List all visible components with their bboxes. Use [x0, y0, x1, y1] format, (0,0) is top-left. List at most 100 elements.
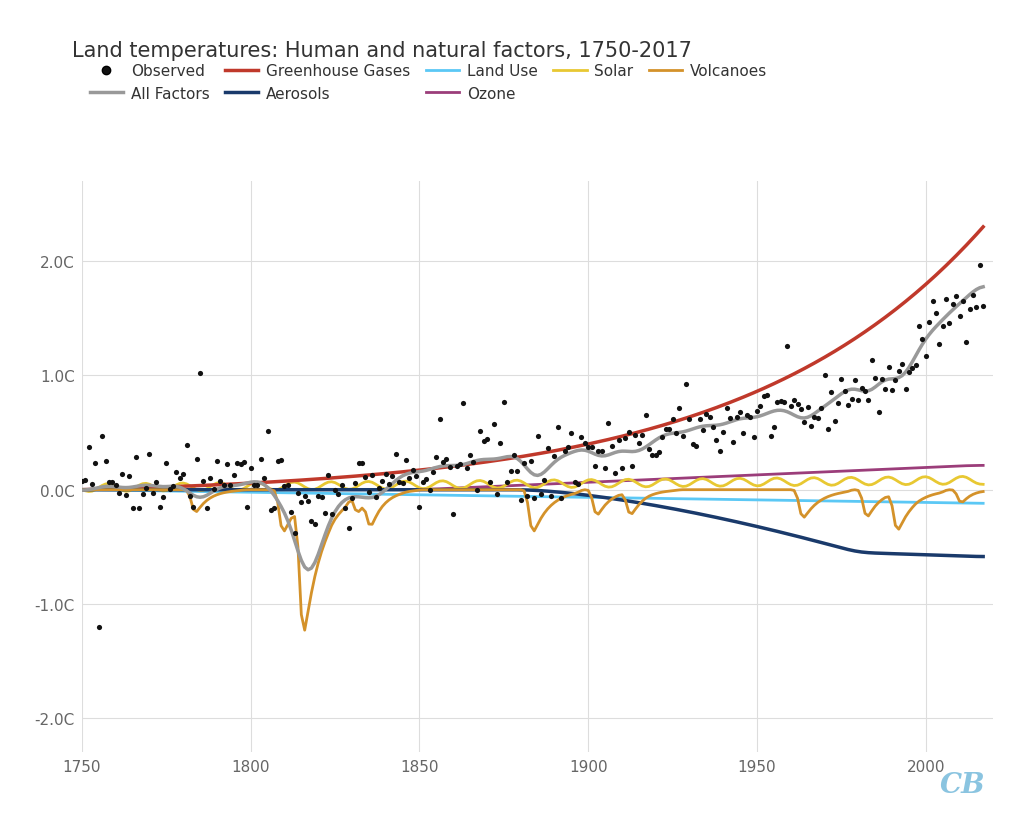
Point [715, 426, 731, 439]
Point [790, 398, 806, 411]
Point [753, 400, 769, 414]
Point [472, 425, 488, 438]
Point [894, 357, 910, 370]
Point [229, 457, 246, 470]
Point [313, 490, 330, 504]
Point [965, 289, 981, 303]
Point [441, 461, 458, 475]
Point [115, 468, 131, 481]
Text: Land temperatures: Human and natural factors, 1750-2017: Land temperatures: Human and natural fac… [72, 41, 691, 61]
Point [665, 413, 681, 426]
Point [543, 490, 559, 504]
Point [553, 491, 569, 504]
Point [276, 480, 293, 493]
Point [738, 409, 755, 423]
Point [613, 461, 630, 475]
Point [631, 437, 647, 451]
Point [705, 421, 721, 434]
Point [962, 303, 978, 316]
Point [118, 489, 134, 502]
Point [449, 460, 465, 473]
Point [81, 441, 97, 454]
Point [691, 413, 708, 426]
Point [918, 351, 934, 364]
Point [766, 421, 782, 434]
Point [928, 307, 944, 320]
Point [597, 461, 613, 475]
Point [532, 488, 549, 501]
Point [941, 317, 957, 330]
Point [624, 460, 640, 473]
Point [438, 453, 455, 466]
Point [506, 448, 522, 461]
Point [425, 466, 441, 480]
Point [124, 502, 140, 515]
Point [408, 470, 424, 483]
Point [350, 457, 367, 471]
Point [401, 472, 418, 485]
Point [206, 482, 222, 495]
Point [485, 418, 502, 431]
Point [644, 449, 660, 462]
Point [803, 420, 819, 433]
Point [951, 310, 968, 323]
Point [762, 429, 778, 442]
Point [594, 445, 610, 458]
Point [634, 429, 650, 442]
Point [465, 457, 481, 470]
Point [688, 440, 705, 453]
Point [84, 478, 100, 491]
Point [212, 475, 228, 488]
Point [776, 396, 793, 409]
Point [938, 293, 954, 306]
Point [240, 501, 256, 514]
Point [503, 465, 519, 478]
Point [756, 390, 772, 404]
Point [188, 453, 205, 466]
Point [540, 442, 556, 456]
Point [256, 472, 272, 485]
Point [108, 478, 124, 491]
Point [303, 515, 319, 528]
Point [570, 477, 587, 490]
Point [168, 466, 184, 479]
Point [728, 410, 744, 423]
Point [745, 431, 762, 444]
Point [493, 437, 509, 451]
Point [944, 298, 961, 311]
Point [712, 445, 728, 458]
Point [651, 446, 668, 459]
Point [709, 433, 725, 447]
Point [404, 464, 421, 477]
Point [577, 437, 593, 450]
Point [657, 423, 674, 436]
Point [573, 431, 590, 444]
Point [796, 416, 812, 429]
Point [306, 518, 323, 531]
Point [600, 417, 616, 430]
Point [152, 501, 168, 514]
Point [873, 373, 890, 386]
Point [104, 476, 121, 489]
Point [384, 470, 400, 483]
Point [637, 409, 653, 422]
Point [97, 455, 114, 468]
Point [496, 396, 512, 409]
Point [628, 428, 644, 442]
Point [901, 366, 918, 380]
Point [590, 445, 606, 458]
Point [185, 500, 202, 514]
Point [722, 412, 738, 425]
Legend: Observed, All Factors, Greenhouse Gases, Aerosols, Land Use, Ozone, Solar, Volca: Observed, All Factors, Greenhouse Gases,… [89, 64, 767, 102]
Point [134, 488, 151, 501]
Point [162, 483, 178, 496]
Point [232, 457, 249, 471]
Point [357, 471, 374, 484]
Point [556, 445, 572, 458]
Point [428, 451, 444, 464]
Point [337, 502, 353, 515]
Point [867, 372, 884, 385]
Point [829, 397, 846, 410]
Point [958, 336, 975, 349]
Point [560, 441, 577, 454]
